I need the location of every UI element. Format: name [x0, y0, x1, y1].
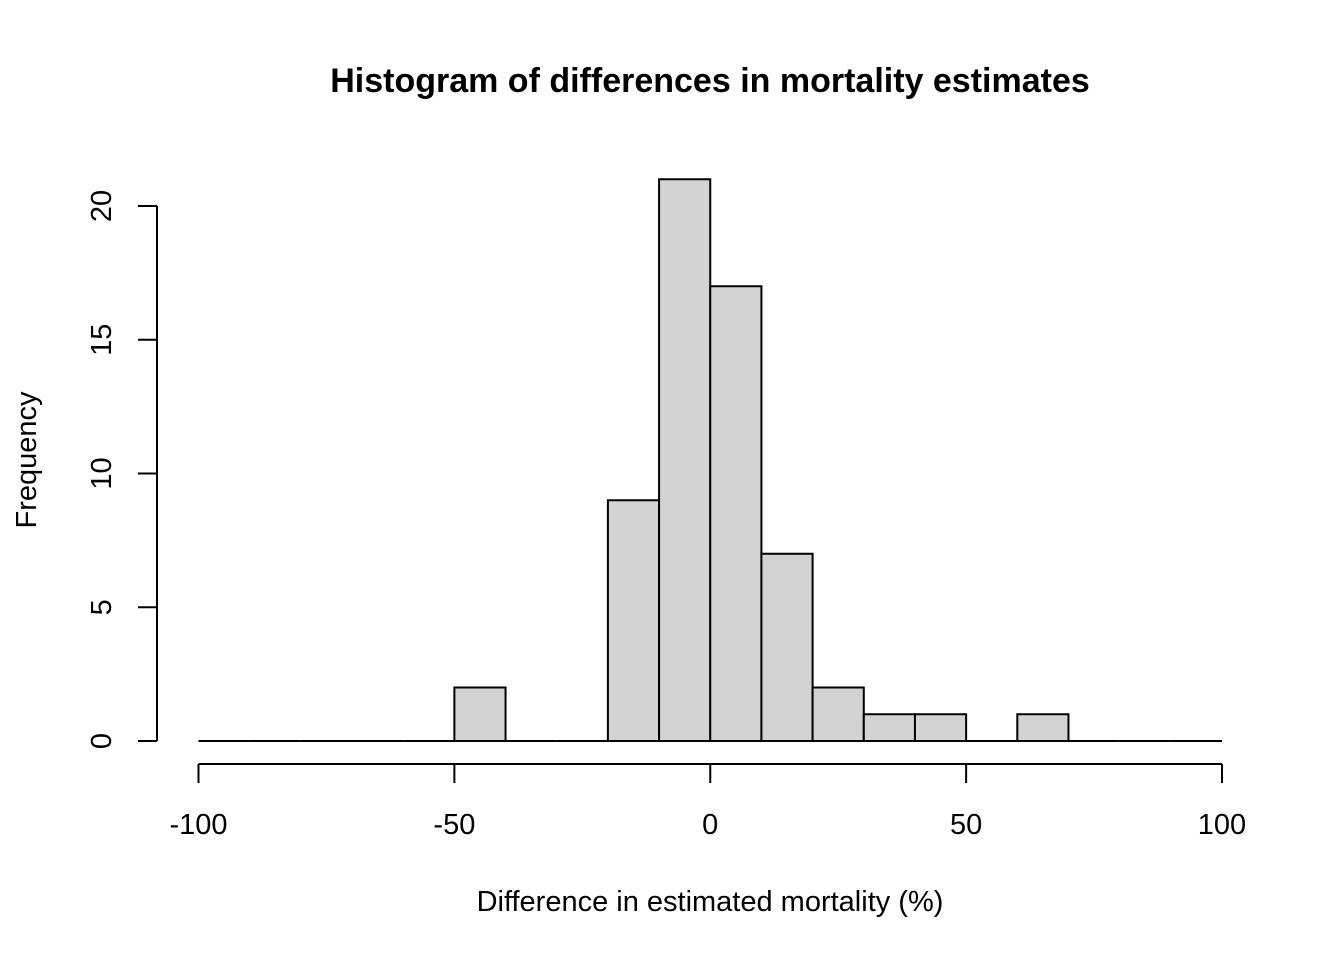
- y-tick-label: 20: [86, 190, 118, 222]
- y-axis: 0 5 10 15 20: [86, 190, 158, 749]
- y-tick-label: 0: [86, 733, 118, 749]
- histogram-bar: [760, 552, 814, 742]
- y-tick-label: 15: [86, 324, 118, 356]
- x-tick-label: 50: [950, 809, 982, 841]
- histogram-bar: [453, 686, 507, 742]
- x-tick-label: -100: [169, 809, 227, 841]
- x-tick-label: 0: [702, 809, 718, 841]
- histogram-bar: [709, 285, 763, 742]
- bars-group: [198, 178, 1222, 742]
- histogram-bar: [658, 178, 712, 742]
- histogram-bar: [862, 713, 916, 742]
- y-axis-label: Frequency: [11, 391, 43, 529]
- histogram-bar: [1016, 713, 1070, 742]
- x-axis: -100 -50 0 50 100: [169, 763, 1246, 841]
- y-tick-label: 5: [86, 599, 118, 615]
- x-axis-label: Difference in estimated mortality (%): [477, 886, 944, 918]
- x-tick-label: 100: [1198, 809, 1246, 841]
- x-tick-label: -50: [433, 809, 475, 841]
- histogram-bar: [606, 499, 661, 742]
- histogram-bar: [811, 686, 865, 742]
- chart-title: Histogram of differences in mortality es…: [330, 62, 1090, 100]
- y-tick-label: 10: [86, 457, 118, 489]
- histogram-bar: [913, 713, 968, 742]
